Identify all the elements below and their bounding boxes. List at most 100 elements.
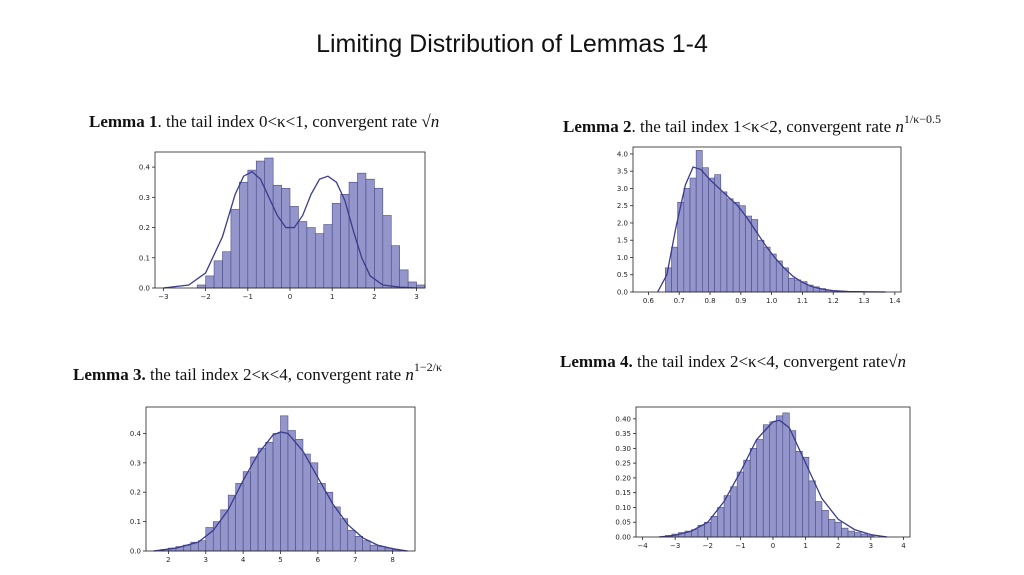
histogram-bar — [762, 424, 771, 538]
x-tick-label: 0 — [771, 542, 775, 550]
lemma-1-histogram: −3 −2 −1 0 1 2 3 0.0 0.1 0.2 0.3 0.4 — [139, 151, 426, 301]
x-tick-label: 5 — [278, 556, 282, 564]
x-tick-label: −1 — [243, 293, 253, 301]
lemma-3-histogram: 2 3 4 5 6 7 8 0.0 0.1 0.2 0.3 0.4 — [130, 406, 416, 564]
lemma-2-histogram: 0.6 0.7 0.8 0.9 1.0 1.1 1.2 1.3 1.4 0.0 0.5 1.0 1.5 2… — [617, 146, 902, 305]
y-tick-label: 0.30 — [615, 445, 631, 453]
x-tick-label: −1 — [735, 542, 745, 550]
x-tick-label: 0 — [288, 293, 292, 301]
histogram-bar — [287, 430, 296, 552]
y-tick-label: 3.0 — [617, 185, 628, 193]
histogram-bar — [239, 181, 249, 289]
density-curve — [658, 419, 888, 538]
histogram-bar — [710, 516, 718, 538]
histogram-bar — [247, 169, 257, 289]
lemma-2-lead: Lemma 2 — [563, 117, 632, 136]
histogram-bar — [354, 536, 363, 552]
x-tick-label: 1.0 — [766, 297, 777, 305]
y-tick-label: 0.10 — [615, 504, 631, 512]
histogram-bar — [769, 253, 777, 293]
histogram-bar — [230, 209, 240, 289]
histogram-bar — [726, 198, 734, 293]
histogram-bar — [689, 177, 697, 293]
bars — [665, 150, 857, 293]
histogram-bar — [357, 172, 367, 289]
lemma-4-caption: Lemma 4. the tail index 2<κ<4, convergen… — [560, 352, 906, 372]
histogram-bar — [323, 224, 333, 289]
histogram-bar — [374, 187, 384, 289]
lemma-3-rate-exponent: 1−2/κ — [413, 360, 443, 374]
histogram-bar — [295, 439, 304, 552]
histogram-bar — [704, 521, 712, 538]
histogram-bar — [281, 187, 291, 289]
y-tick-label: 2.0 — [617, 219, 628, 227]
histogram-bar — [683, 188, 691, 293]
lemma-1-lead: Lemma 1 — [89, 112, 158, 131]
y-tick-label: 0.05 — [615, 519, 631, 527]
histogram-bar — [196, 284, 206, 289]
histogram-bar — [795, 451, 803, 538]
y-tick-label: 0.2 — [130, 489, 141, 497]
x-tick-label: −4 — [637, 542, 648, 550]
lemma-3-rate: n — [405, 365, 414, 384]
y-tick-label: 0.4 — [139, 164, 151, 172]
lemma-1-caption: Lemma 1. the tail index 0<κ<1, convergen… — [89, 112, 439, 132]
y-tick-label: 0.5 — [617, 271, 628, 279]
histogram-bar — [298, 221, 308, 289]
x-tick-label: 7 — [353, 556, 357, 564]
y-tick-label: 0.1 — [139, 254, 150, 262]
lemma-2-rate: n — [895, 117, 904, 136]
x-tick-label: 0.6 — [643, 297, 655, 305]
histogram-bar — [382, 215, 392, 289]
lemma-3-lead: Lemma 3. — [73, 365, 146, 384]
y-tick-label: 0.2 — [139, 224, 150, 232]
histogram-bar — [416, 284, 426, 289]
lemma-3-caption: Lemma 3. the tail index 2<κ<4, convergen… — [73, 360, 442, 385]
histogram-bar — [362, 540, 371, 552]
histogram-bar — [399, 269, 409, 289]
x-tick-label: 3 — [414, 293, 418, 301]
histogram-bar — [745, 215, 752, 293]
histogram-bar — [265, 441, 274, 552]
histogram-bar — [272, 433, 281, 552]
y-tick-label: 0.00 — [615, 534, 631, 542]
histogram-bar — [854, 532, 862, 538]
histogram-bar — [743, 459, 751, 538]
histogram-bar — [213, 260, 223, 289]
x-tick-label: 1 — [330, 293, 334, 301]
histogram-bar — [347, 530, 356, 552]
lemma-2-text: . the tail index 1<κ<2, convergent rate — [631, 117, 896, 136]
histogram-bar — [369, 544, 378, 552]
x-tick-label: −2 — [200, 293, 210, 301]
histogram-bar — [390, 245, 400, 289]
histogram-bar — [775, 415, 784, 538]
histogram-bar — [289, 206, 299, 289]
histogram-bar — [828, 518, 836, 538]
histogram-bar — [834, 521, 842, 538]
histogram-bar — [756, 439, 764, 538]
histogram-bar — [702, 167, 709, 293]
x-tick-label: 1.1 — [797, 297, 808, 305]
histogram-bar — [222, 251, 232, 289]
y-tick-label: 1.5 — [617, 237, 628, 245]
histogram-bar — [671, 246, 678, 293]
histogram-bar — [757, 239, 765, 293]
bars — [196, 157, 426, 289]
histogram-bar — [242, 471, 251, 552]
y-tick-label: 0.40 — [615, 415, 631, 423]
density-curve — [163, 170, 417, 289]
y-tick-label: 0.0 — [139, 285, 150, 293]
x-tick-label: −3 — [158, 293, 168, 301]
histogram-bar — [847, 530, 855, 538]
histogram-bar — [365, 178, 375, 289]
x-tick-label: 4 — [901, 542, 906, 550]
x-tick-label: 1.4 — [889, 297, 901, 305]
histogram-bar — [317, 483, 326, 552]
histogram-bar — [769, 421, 777, 538]
bars — [160, 415, 401, 552]
x-tick-label: 0.7 — [674, 297, 685, 305]
histogram-bar — [808, 480, 816, 538]
histogram-bar — [821, 510, 829, 538]
lemma-4-histogram: −4 −3 −2 −1 0 1 2 3 4 0.00 0.05 0.10 0.15 0.20 0.25 0.3… — [615, 406, 911, 550]
histogram-bar — [315, 233, 325, 289]
